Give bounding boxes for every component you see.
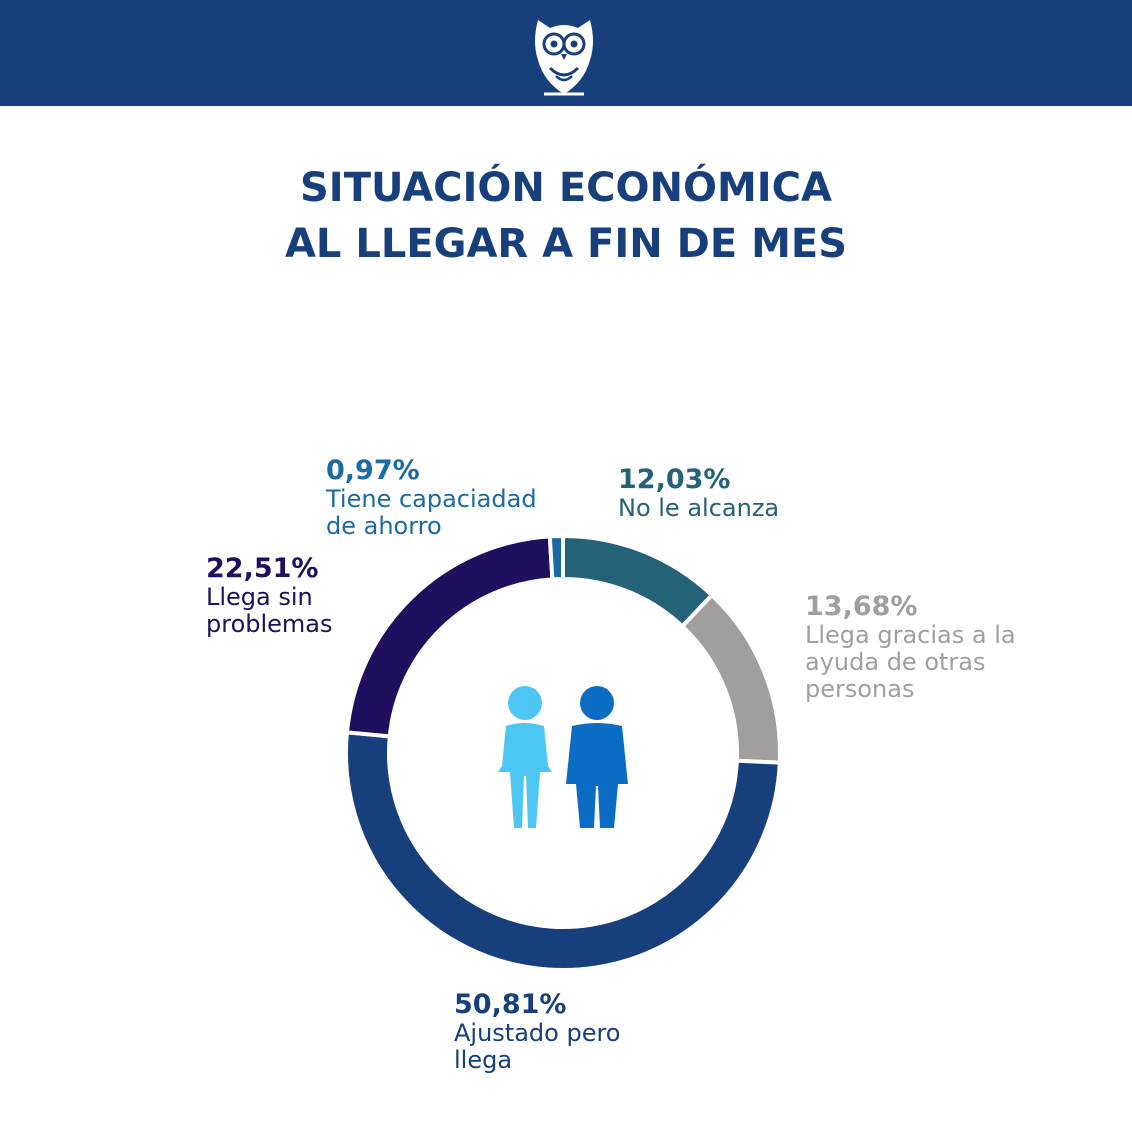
label-capacidad-ahorro: 0,97% Tiene capaciadad de ahorro: [326, 456, 571, 540]
label-llega-gracias: 13,68% Llega gracias a la ayuda de otras…: [805, 592, 1040, 703]
label-no-le-alcanza: 12,03% No le alcanza: [618, 465, 878, 522]
label-llega-sin-problemas: 22,51% Llega sin problemas: [206, 554, 356, 638]
label-pct: 0,97%: [326, 455, 420, 486]
label-pct: 12,03%: [618, 464, 731, 495]
label-text: Tiene capaciadad de ahorro: [326, 485, 537, 540]
man-icon: [566, 686, 628, 828]
label-ajustado: 50,81% Ajustado pero llega: [454, 990, 654, 1074]
donut-slice-1: [679, 592, 782, 765]
woman-icon: [498, 686, 552, 828]
donut-slice-4: [547, 533, 565, 582]
label-pct: 50,81%: [454, 989, 567, 1020]
people-icons: [498, 686, 628, 828]
label-pct: 13,68%: [805, 591, 918, 622]
label-text: Llega sin problemas: [206, 583, 333, 638]
title-line-2: AL LLEGAR A FIN DE MES: [284, 221, 848, 267]
owl-icon: [535, 20, 593, 96]
header-bar: [0, 0, 1132, 106]
donut-slice-2: [344, 730, 782, 972]
title-line-1: SITUACIÓN ECONÓMICA: [300, 165, 832, 211]
label-text: Ajustado pero llega: [454, 1019, 621, 1074]
label-pct: 22,51%: [206, 553, 319, 584]
label-text: Llega gracias a la ayuda de otras person…: [805, 621, 1016, 703]
donut-slice-0: [561, 533, 715, 630]
chart-title: SITUACIÓN ECONÓMICA AL LLEGAR A FIN DE M…: [0, 160, 1132, 272]
label-text: No le alcanza: [618, 494, 780, 522]
